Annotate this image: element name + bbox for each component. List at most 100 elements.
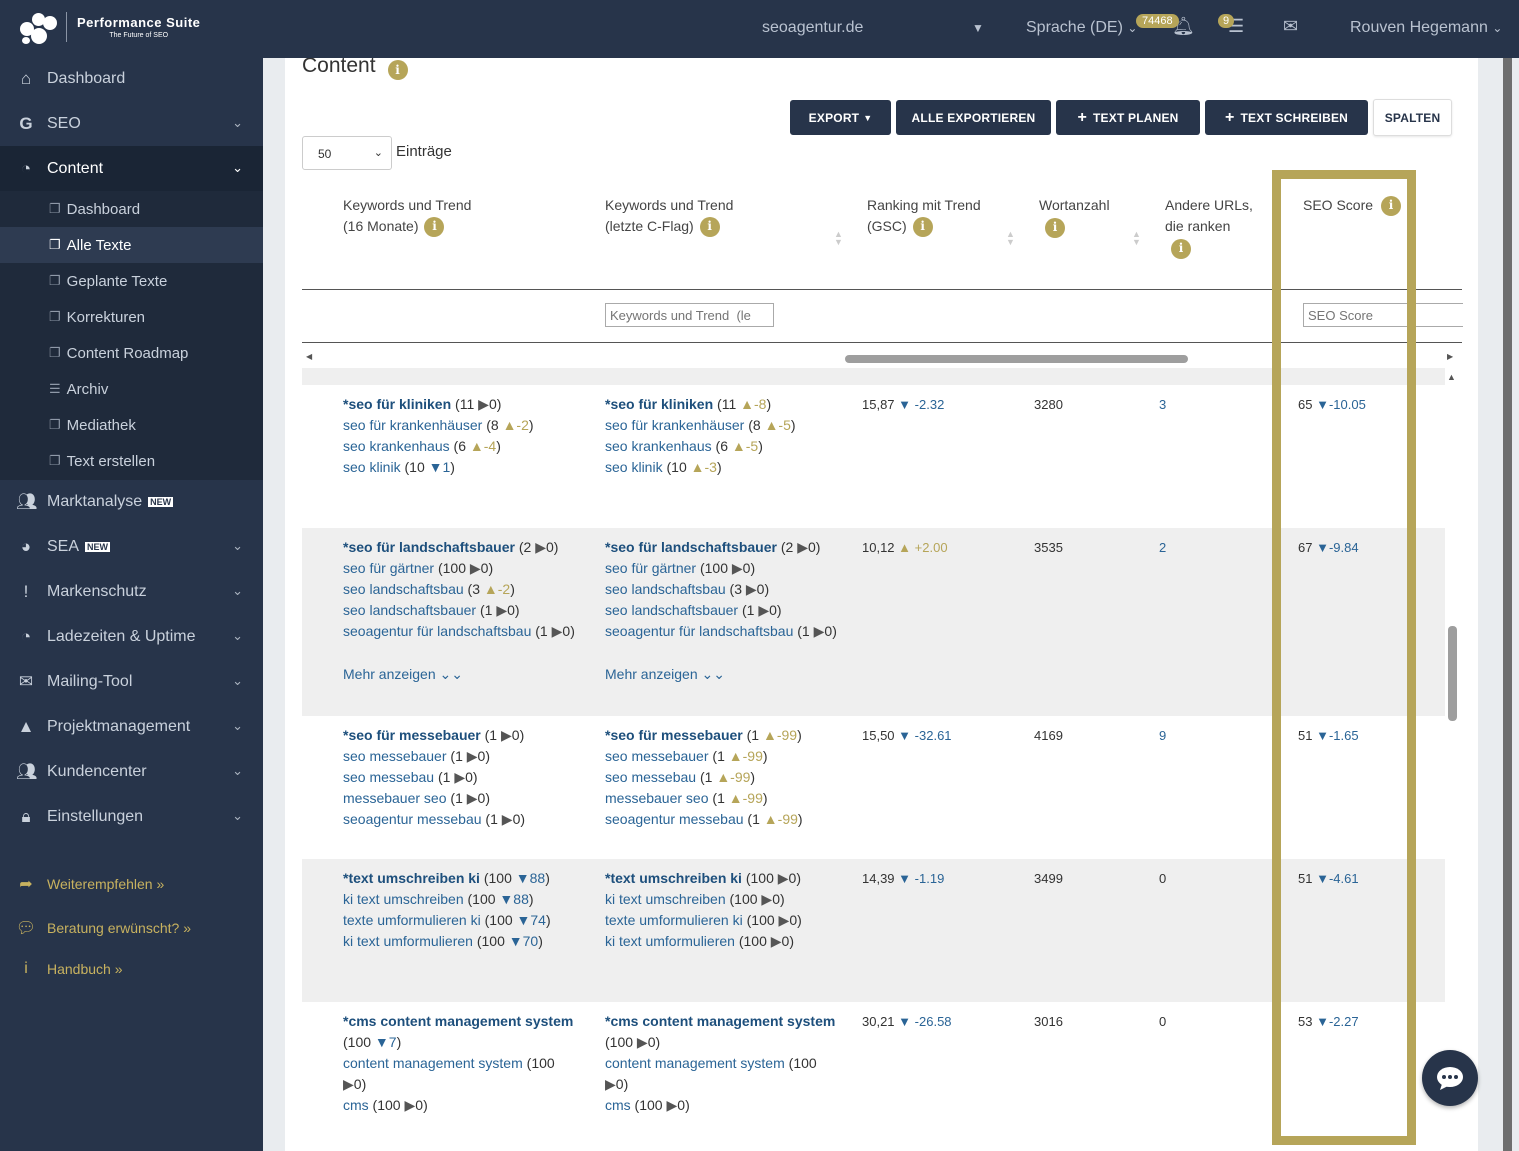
sidebar-item-einstellungen[interactable]: 🔒︎ Einstellungen ⌄ [0, 794, 263, 839]
columns-button[interactable]: SPALTEN [1373, 99, 1452, 136]
other-urls-link[interactable]: 3 [1159, 397, 1167, 412]
keyword-line[interactable]: *seo für kliniken (11 ▲-8) [605, 396, 772, 412]
column-header-other-urls[interactable]: Andere URLs, die ranken i [1165, 195, 1253, 259]
plan-text-button[interactable]: + TEXT PLANEN [1056, 100, 1200, 135]
sidebar-item-kundencenter[interactable]: 👥︎ Kundencenter ⌄ [0, 749, 263, 794]
info-icon[interactable]: i [387, 60, 408, 80]
keyword-line[interactable]: seoagentur für landschaftsbau (1 ▶0) [343, 623, 575, 639]
show-more-link[interactable]: Mehr anzeigen ⌄⌄ [605, 664, 840, 685]
sidebar-item-seo[interactable]: G SEO ⌄ [0, 101, 263, 146]
keyword-line[interactable]: content management system (100 ▶0) [343, 1055, 555, 1092]
sidebar-item-ladezeiten[interactable]: ◔ Ladezeiten & Uptime ⌄ [0, 614, 263, 659]
domain-selector[interactable]: seoagentur.de [762, 19, 864, 36]
keyword-line[interactable]: seo krankenhaus (6 ▲-5) [605, 438, 763, 454]
sidebar-link-weiterempfehlen[interactable]: ➦ Weiterempfehlen » [0, 874, 164, 894]
chat-button[interactable] [1422, 1050, 1478, 1106]
keyword-line[interactable]: seo klinik (10 ▲-3) [605, 459, 722, 475]
keyword-line[interactable]: *cms content management system (100 ▼7) [343, 1013, 574, 1050]
other-urls-link[interactable]: 9 [1159, 728, 1167, 743]
keyword-line[interactable]: ki text umformulieren (100 ▶0) [605, 933, 794, 949]
other-urls-link[interactable]: 2 [1159, 540, 1167, 555]
column-header-keywords-16[interactable]: Keywords und Trend (16 Monate) i [343, 195, 471, 237]
keyword-line[interactable]: *text umschreiben ki (100 ▶0) [605, 870, 801, 886]
info-icon[interactable]: i [1381, 195, 1402, 216]
keyword-line[interactable]: seo messebau (1 ▶0) [343, 769, 478, 785]
keyword-line[interactable]: texte umformulieren ki (100 ▼74) [343, 912, 551, 928]
column-header-word-count[interactable]: Wortanzahl i [1039, 195, 1110, 238]
page-size-select[interactable]: 50 ⌄ [302, 136, 392, 170]
keyword-line[interactable]: *seo für landschaftsbauer (2 ▶0) [605, 539, 821, 555]
column-header-ranking[interactable]: Ranking mit Trend (GSC) i [867, 195, 981, 237]
scroll-left-arrow-icon[interactable]: ◀ [306, 352, 313, 361]
keyword-line[interactable]: ki text umschreiben (100 ▶0) [605, 891, 785, 907]
submenu-item-geplante-texte[interactable]: ❐ Geplante Texte [0, 263, 263, 299]
keyword-line[interactable]: seo landschaftsbauer (1 ▶0) [343, 602, 520, 618]
keyword-line[interactable]: seo krankenhaus (6 ▲-4) [343, 438, 501, 454]
user-menu[interactable]: Rouven Hegemann ⌄ [1350, 19, 1502, 37]
keyword-line[interactable]: *seo für landschaftsbauer (2 ▶0) [343, 539, 559, 555]
keyword-line[interactable]: seoagentur messebau (1 ▶0) [343, 811, 526, 827]
submenu-item-text-erstellen[interactable]: ❐ Text erstellen [0, 443, 263, 479]
submenu-item-content-roadmap[interactable]: ❐ Content Roadmap [0, 335, 263, 371]
keyword-line[interactable]: *seo für messebauer (1 ▲-99) [605, 727, 802, 743]
sidebar-item-dashboard[interactable]: ⌂ Dashboard [0, 56, 263, 101]
keyword-line[interactable]: *seo für messebauer (1 ▶0) [343, 727, 525, 743]
scroll-right-arrow-icon[interactable]: ▶ [1447, 352, 1454, 361]
keyword-line[interactable]: seo für gärtner (100 ▶0) [605, 560, 756, 576]
caret-down-icon[interactable]: ▼ [972, 21, 984, 35]
show-more-link[interactable]: Mehr anzeigen ⌄⌄ [343, 664, 578, 685]
page-scrollbar[interactable] [1503, 58, 1512, 1151]
sort-icon[interactable]: ▲ ▼ [1132, 229, 1141, 247]
keyword-line[interactable]: *text umschreiben ki (100 ▼88) [343, 870, 550, 886]
info-icon[interactable]: i [699, 216, 720, 237]
keyword-line[interactable]: ki text umformulieren (100 ▼70) [343, 933, 543, 949]
horizontal-scrollbar[interactable]: ◀ ▶ [302, 350, 1462, 368]
seo-score-filter-input[interactable] [1303, 303, 1463, 327]
language-selector[interactable]: Sprache (DE) ⌄ [1026, 19, 1137, 37]
brand-logo[interactable]: Performance Suite The Future of SEO [18, 10, 200, 44]
sidebar-link-beratung[interactable]: 💬︎ Beratung erwünscht? » [0, 918, 191, 938]
column-header-seo-score[interactable]: SEO Score i [1303, 195, 1402, 216]
keywords-cflag-filter-input[interactable] [605, 303, 774, 327]
submenu-item-korrekturen[interactable]: ❐ Korrekturen [0, 299, 263, 335]
keyword-line[interactable]: seoagentur für landschaftsbau (1 ▶0) [605, 623, 837, 639]
write-text-button[interactable]: + TEXT SCHREIBEN [1205, 100, 1368, 135]
scroll-up-arrow-icon[interactable]: ▲ [1447, 372, 1456, 382]
keyword-line[interactable]: texte umformulieren ki (100 ▶0) [605, 912, 802, 928]
horizontal-scroll-thumb[interactable] [845, 355, 1188, 363]
submenu-item-dashboard[interactable]: ❐ Dashboard [0, 191, 263, 227]
keyword-line[interactable]: seo messebauer (1 ▶0) [343, 748, 491, 764]
vertical-scroll-thumb[interactable] [1448, 626, 1457, 721]
keyword-line[interactable]: content management system (100 ▶0) [605, 1055, 817, 1092]
keyword-line[interactable]: seo messebau (1 ▲-99) [605, 769, 756, 785]
keyword-line[interactable]: ki text umschreiben (100 ▼88) [343, 891, 534, 907]
keyword-line[interactable]: messebauer seo (1 ▲-99) [605, 790, 768, 806]
export-all-button[interactable]: ALLE EXPORTIEREN [896, 100, 1051, 135]
vertical-scrollbar[interactable]: ▲ [1447, 372, 1459, 1144]
sidebar-item-marktanalyse[interactable]: 👥︎ Marktanalyse NEW [0, 479, 263, 524]
sidebar-item-mailing-tool[interactable]: ✉ Mailing-Tool ⌄ [0, 659, 263, 704]
sidebar-item-sea[interactable]: ◕ SEA NEW ⌄ [0, 524, 263, 569]
sidebar-item-content[interactable]: ◔ Content ⌄ [0, 146, 263, 191]
submenu-item-mediathek[interactable]: ❐ Mediathek [0, 407, 263, 443]
keyword-line[interactable]: seo landschaftsbauer (1 ▶0) [605, 602, 782, 618]
sidebar-link-handbuch[interactable]: i Handbuch » [0, 960, 122, 978]
info-icon[interactable]: i [424, 216, 445, 237]
info-icon[interactable]: i [912, 216, 933, 237]
keyword-line[interactable]: seo für krankenhäuser (8 ▲-2) [343, 417, 534, 433]
sidebar-item-projektmanagement[interactable]: ▲ Projektmanagement ⌄ [0, 704, 263, 749]
submenu-item-archiv[interactable]: ☰ Archiv [0, 371, 263, 407]
sort-icon[interactable]: ▲ ▼ [1006, 229, 1015, 247]
keyword-line[interactable]: *seo für kliniken (11 ▶0) [343, 396, 502, 412]
export-button[interactable]: EXPORT ▼ [790, 100, 891, 135]
keyword-line[interactable]: *cms content management system (100 ▶0) [605, 1013, 836, 1050]
submenu-item-alle-texte[interactable]: ❐ Alle Texte [0, 227, 263, 263]
sort-icon[interactable]: ▲ ▼ [834, 229, 843, 247]
keyword-line[interactable]: messebauer seo (1 ▶0) [343, 790, 491, 806]
keyword-line[interactable]: seo klinik (10 ▼1) [343, 459, 455, 475]
keyword-line[interactable]: seo landschaftsbau (3 ▲-2) [343, 581, 515, 597]
keyword-line[interactable]: cms (100 ▶0) [605, 1097, 690, 1113]
keyword-line[interactable]: seo für krankenhäuser (8 ▲-5) [605, 417, 796, 433]
keyword-line[interactable]: cms (100 ▶0) [343, 1097, 428, 1113]
info-icon[interactable]: i [1045, 217, 1065, 238]
